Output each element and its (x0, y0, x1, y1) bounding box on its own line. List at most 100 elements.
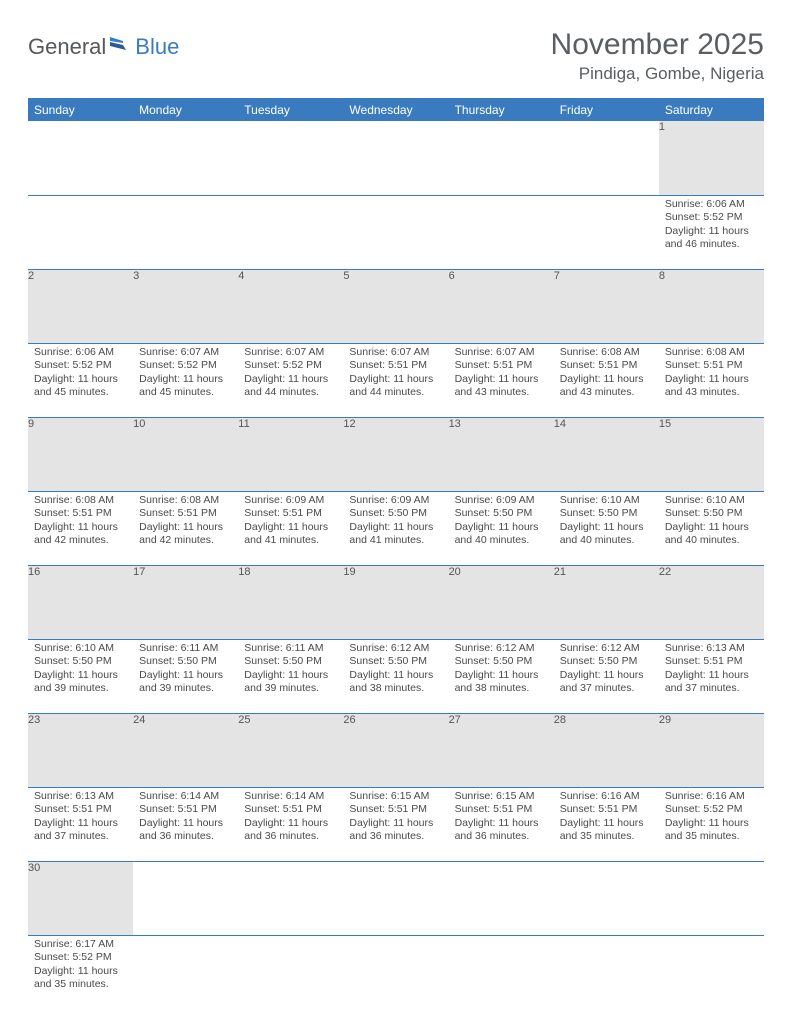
day-detail: Sunrise: 6:08 AMSunset: 5:51 PMDaylight:… (28, 492, 133, 553)
day-cell (343, 935, 448, 1009)
day-detail: Sunrise: 6:08 AMSunset: 5:51 PMDaylight:… (659, 344, 764, 405)
day-cell: Sunrise: 6:07 AMSunset: 5:52 PMDaylight:… (133, 343, 238, 417)
day-detail: Sunrise: 6:17 AMSunset: 5:52 PMDaylight:… (28, 936, 133, 997)
day-detail: Sunrise: 6:07 AMSunset: 5:52 PMDaylight:… (133, 344, 238, 405)
day-number: 3 (133, 269, 238, 343)
day-cell (133, 935, 238, 1009)
day-content-row: Sunrise: 6:06 AMSunset: 5:52 PMDaylight:… (28, 343, 764, 417)
day-number: 9 (28, 417, 133, 491)
day-cell (28, 195, 133, 269)
day-detail: Sunrise: 6:12 AMSunset: 5:50 PMDaylight:… (554, 640, 659, 701)
day-cell: Sunrise: 6:09 AMSunset: 5:51 PMDaylight:… (238, 491, 343, 565)
day-number: 29 (659, 713, 764, 787)
day-cell: Sunrise: 6:13 AMSunset: 5:51 PMDaylight:… (28, 787, 133, 861)
location: Pindiga, Gombe, Nigeria (551, 64, 764, 84)
day-detail: Sunrise: 6:08 AMSunset: 5:51 PMDaylight:… (133, 492, 238, 553)
day-cell (238, 195, 343, 269)
day-number-row: 30 (28, 861, 764, 935)
day-detail: Sunrise: 6:07 AMSunset: 5:51 PMDaylight:… (449, 344, 554, 405)
day-cell: Sunrise: 6:07 AMSunset: 5:51 PMDaylight:… (449, 343, 554, 417)
day-number: 2 (28, 269, 133, 343)
day-number: 15 (659, 417, 764, 491)
day-detail: Sunrise: 6:07 AMSunset: 5:52 PMDaylight:… (238, 344, 343, 405)
day-cell: Sunrise: 6:15 AMSunset: 5:51 PMDaylight:… (449, 787, 554, 861)
day-number (28, 121, 133, 195)
day-number-row: 16171819202122 (28, 565, 764, 639)
weekday-header: Sunday (28, 99, 133, 122)
day-cell: Sunrise: 6:10 AMSunset: 5:50 PMDaylight:… (554, 491, 659, 565)
day-cell: Sunrise: 6:09 AMSunset: 5:50 PMDaylight:… (449, 491, 554, 565)
logo-text-general: General (28, 34, 106, 60)
day-detail: Sunrise: 6:11 AMSunset: 5:50 PMDaylight:… (133, 640, 238, 701)
logo-text-blue: Blue (135, 34, 179, 60)
day-number (554, 121, 659, 195)
day-cell: Sunrise: 6:11 AMSunset: 5:50 PMDaylight:… (238, 639, 343, 713)
day-detail: Sunrise: 6:06 AMSunset: 5:52 PMDaylight:… (28, 344, 133, 405)
day-cell: Sunrise: 6:10 AMSunset: 5:50 PMDaylight:… (28, 639, 133, 713)
day-number (449, 861, 554, 935)
day-number: 21 (554, 565, 659, 639)
day-cell: Sunrise: 6:08 AMSunset: 5:51 PMDaylight:… (28, 491, 133, 565)
day-number (343, 121, 448, 195)
day-number: 22 (659, 565, 764, 639)
day-number (659, 861, 764, 935)
day-number-row: 2345678 (28, 269, 764, 343)
day-number: 30 (28, 861, 133, 935)
day-cell (343, 195, 448, 269)
day-detail: Sunrise: 6:10 AMSunset: 5:50 PMDaylight:… (554, 492, 659, 553)
day-detail: Sunrise: 6:11 AMSunset: 5:50 PMDaylight:… (238, 640, 343, 701)
day-cell (238, 935, 343, 1009)
day-detail: Sunrise: 6:12 AMSunset: 5:50 PMDaylight:… (343, 640, 448, 701)
weekday-header: Thursday (449, 99, 554, 122)
day-detail: Sunrise: 6:13 AMSunset: 5:51 PMDaylight:… (28, 788, 133, 849)
day-cell: Sunrise: 6:11 AMSunset: 5:50 PMDaylight:… (133, 639, 238, 713)
day-cell (554, 195, 659, 269)
day-content-row: Sunrise: 6:08 AMSunset: 5:51 PMDaylight:… (28, 491, 764, 565)
day-cell: Sunrise: 6:06 AMSunset: 5:52 PMDaylight:… (28, 343, 133, 417)
weekday-header: Saturday (659, 99, 764, 122)
weekday-header: Wednesday (343, 99, 448, 122)
day-number: 19 (343, 565, 448, 639)
day-cell (449, 935, 554, 1009)
day-number: 5 (343, 269, 448, 343)
day-number: 14 (554, 417, 659, 491)
day-detail: Sunrise: 6:12 AMSunset: 5:50 PMDaylight:… (449, 640, 554, 701)
day-cell: Sunrise: 6:08 AMSunset: 5:51 PMDaylight:… (659, 343, 764, 417)
day-detail: Sunrise: 6:08 AMSunset: 5:51 PMDaylight:… (554, 344, 659, 405)
day-cell (659, 935, 764, 1009)
day-number-row: 23242526272829 (28, 713, 764, 787)
day-cell: Sunrise: 6:17 AMSunset: 5:52 PMDaylight:… (28, 935, 133, 1009)
calendar-table: Sunday Monday Tuesday Wednesday Thursday… (28, 98, 764, 1009)
day-number: 7 (554, 269, 659, 343)
day-cell: Sunrise: 6:12 AMSunset: 5:50 PMDaylight:… (449, 639, 554, 713)
day-cell: Sunrise: 6:07 AMSunset: 5:51 PMDaylight:… (343, 343, 448, 417)
day-number (238, 861, 343, 935)
day-number: 10 (133, 417, 238, 491)
day-cell: Sunrise: 6:09 AMSunset: 5:50 PMDaylight:… (343, 491, 448, 565)
day-number: 13 (449, 417, 554, 491)
day-number: 11 (238, 417, 343, 491)
weekday-header: Friday (554, 99, 659, 122)
day-cell: Sunrise: 6:08 AMSunset: 5:51 PMDaylight:… (554, 343, 659, 417)
day-cell (554, 935, 659, 1009)
day-content-row: Sunrise: 6:06 AMSunset: 5:52 PMDaylight:… (28, 195, 764, 269)
month-title: November 2025 (551, 28, 764, 62)
weekday-header: Monday (133, 99, 238, 122)
weekday-header: Tuesday (238, 99, 343, 122)
day-detail: Sunrise: 6:16 AMSunset: 5:51 PMDaylight:… (554, 788, 659, 849)
day-number (554, 861, 659, 935)
day-number: 20 (449, 565, 554, 639)
day-number: 25 (238, 713, 343, 787)
day-number (133, 861, 238, 935)
day-number: 12 (343, 417, 448, 491)
day-detail: Sunrise: 6:09 AMSunset: 5:50 PMDaylight:… (449, 492, 554, 553)
day-number (449, 121, 554, 195)
day-cell: Sunrise: 6:14 AMSunset: 5:51 PMDaylight:… (238, 787, 343, 861)
day-cell: Sunrise: 6:10 AMSunset: 5:50 PMDaylight:… (659, 491, 764, 565)
day-detail: Sunrise: 6:06 AMSunset: 5:52 PMDaylight:… (659, 196, 764, 257)
day-cell: Sunrise: 6:12 AMSunset: 5:50 PMDaylight:… (554, 639, 659, 713)
day-number: 26 (343, 713, 448, 787)
day-number: 24 (133, 713, 238, 787)
title-block: November 2025 Pindiga, Gombe, Nigeria (551, 28, 764, 84)
day-number: 1 (659, 121, 764, 195)
